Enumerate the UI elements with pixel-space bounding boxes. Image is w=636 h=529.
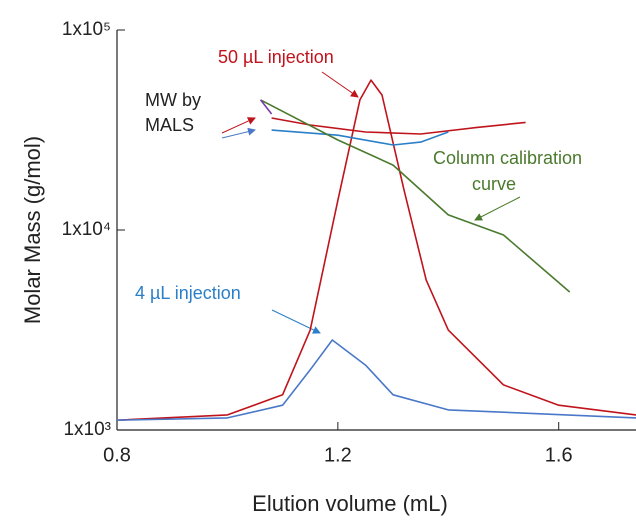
series-line — [259, 99, 273, 115]
annotation: 50 µL injection — [218, 47, 334, 67]
series-line — [116, 79, 636, 421]
annotation: curve — [472, 174, 516, 194]
annotation: MALS — [145, 115, 194, 135]
arrow — [474, 196, 521, 221]
annotation: MW by — [145, 90, 201, 110]
series-line — [116, 339, 636, 421]
y-tick-label: 1x10⁵ — [62, 19, 111, 40]
y-axis-label: Molar Mass (g/mol) — [20, 136, 45, 324]
y-tick-label: 1x10³ — [63, 419, 111, 440]
x-axis-label: Elution volume (mL) — [252, 491, 448, 516]
arrow — [271, 309, 321, 334]
arrow — [221, 127, 256, 139]
y-tick-label: 1x10⁴ — [62, 219, 111, 240]
x-tick-label: 0.8 — [103, 444, 131, 466]
x-tick-label: 1.6 — [545, 444, 573, 466]
series-line — [271, 117, 526, 135]
series-line — [260, 99, 571, 293]
annotation: 4 µL injection — [135, 283, 241, 303]
series-line — [271, 129, 449, 146]
annotation: Column calibration — [433, 148, 582, 168]
arrow — [221, 117, 256, 134]
x-tick-label: 1.2 — [324, 444, 352, 466]
arrow — [321, 71, 359, 98]
